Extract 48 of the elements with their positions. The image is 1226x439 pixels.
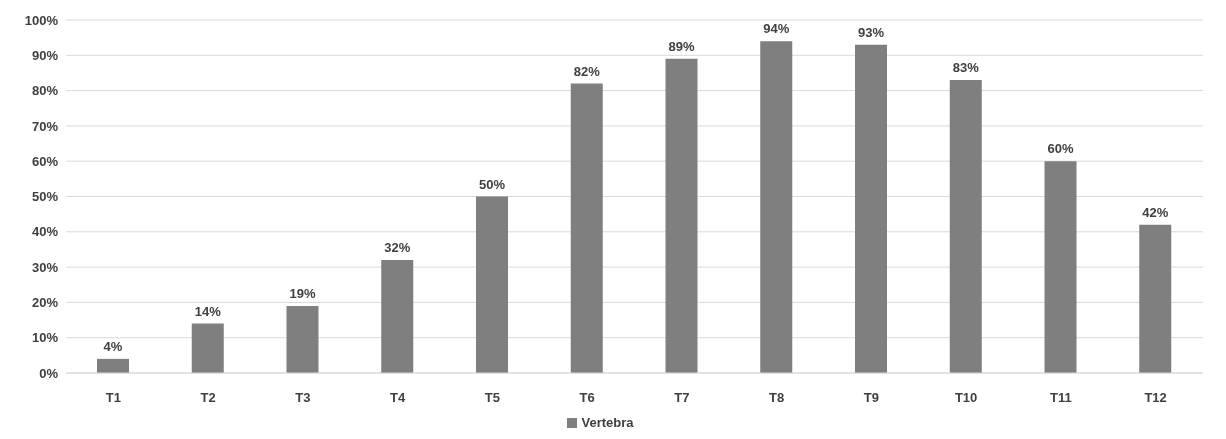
x-tick-label: T7 (674, 390, 690, 406)
x-tick-label: T6 (579, 390, 595, 406)
data-label: 94% (763, 21, 790, 37)
x-tick-label: T2 (200, 390, 216, 406)
bar (760, 41, 793, 373)
y-tick-label: 40% (31, 224, 59, 240)
data-label: 4% (103, 338, 123, 354)
y-tick-label: 90% (31, 47, 59, 63)
y-tick-label: 0% (39, 365, 59, 381)
x-tick-label: T1 (105, 390, 121, 406)
y-tick-label: 100% (24, 12, 59, 28)
data-label: 32% (384, 240, 411, 256)
data-label: 82% (573, 63, 601, 79)
data-label: 93% (857, 24, 885, 40)
data-label: 60% (1047, 141, 1074, 157)
bar (286, 305, 319, 373)
x-tick-label: T5 (484, 390, 500, 406)
bar (1139, 224, 1172, 373)
y-tick-label: 60% (31, 153, 59, 169)
data-label: 83% (952, 60, 980, 76)
bar (855, 44, 887, 373)
data-label: 19% (289, 285, 316, 301)
y-tick-label: 20% (31, 295, 59, 311)
x-tick-label: T11 (1050, 390, 1072, 406)
bar (1044, 161, 1077, 373)
bar (476, 196, 508, 373)
x-tick-label: T3 (295, 390, 311, 406)
bar (381, 260, 414, 373)
bar (665, 58, 698, 373)
y-tick-label: 80% (31, 83, 59, 99)
data-label: 14% (194, 303, 222, 319)
x-tick-label: T8 (769, 390, 785, 406)
bar (97, 358, 129, 373)
bar (191, 323, 224, 373)
x-tick-label: T9 (863, 390, 879, 406)
y-tick-label: 70% (31, 118, 59, 134)
legend-label: Vertebra (581, 415, 634, 430)
x-tick-label: T4 (390, 390, 406, 406)
y-tick-label: 50% (31, 189, 59, 205)
data-label: 42% (1142, 204, 1169, 220)
x-tick-label: T10 (954, 390, 978, 406)
y-tick-label: 10% (31, 330, 59, 346)
y-tick-label: 30% (31, 259, 59, 275)
data-label: 50% (478, 176, 506, 192)
bar (570, 83, 603, 373)
x-tick-label: T12 (1144, 390, 1167, 406)
data-label: 89% (668, 38, 695, 54)
bar (949, 80, 982, 373)
